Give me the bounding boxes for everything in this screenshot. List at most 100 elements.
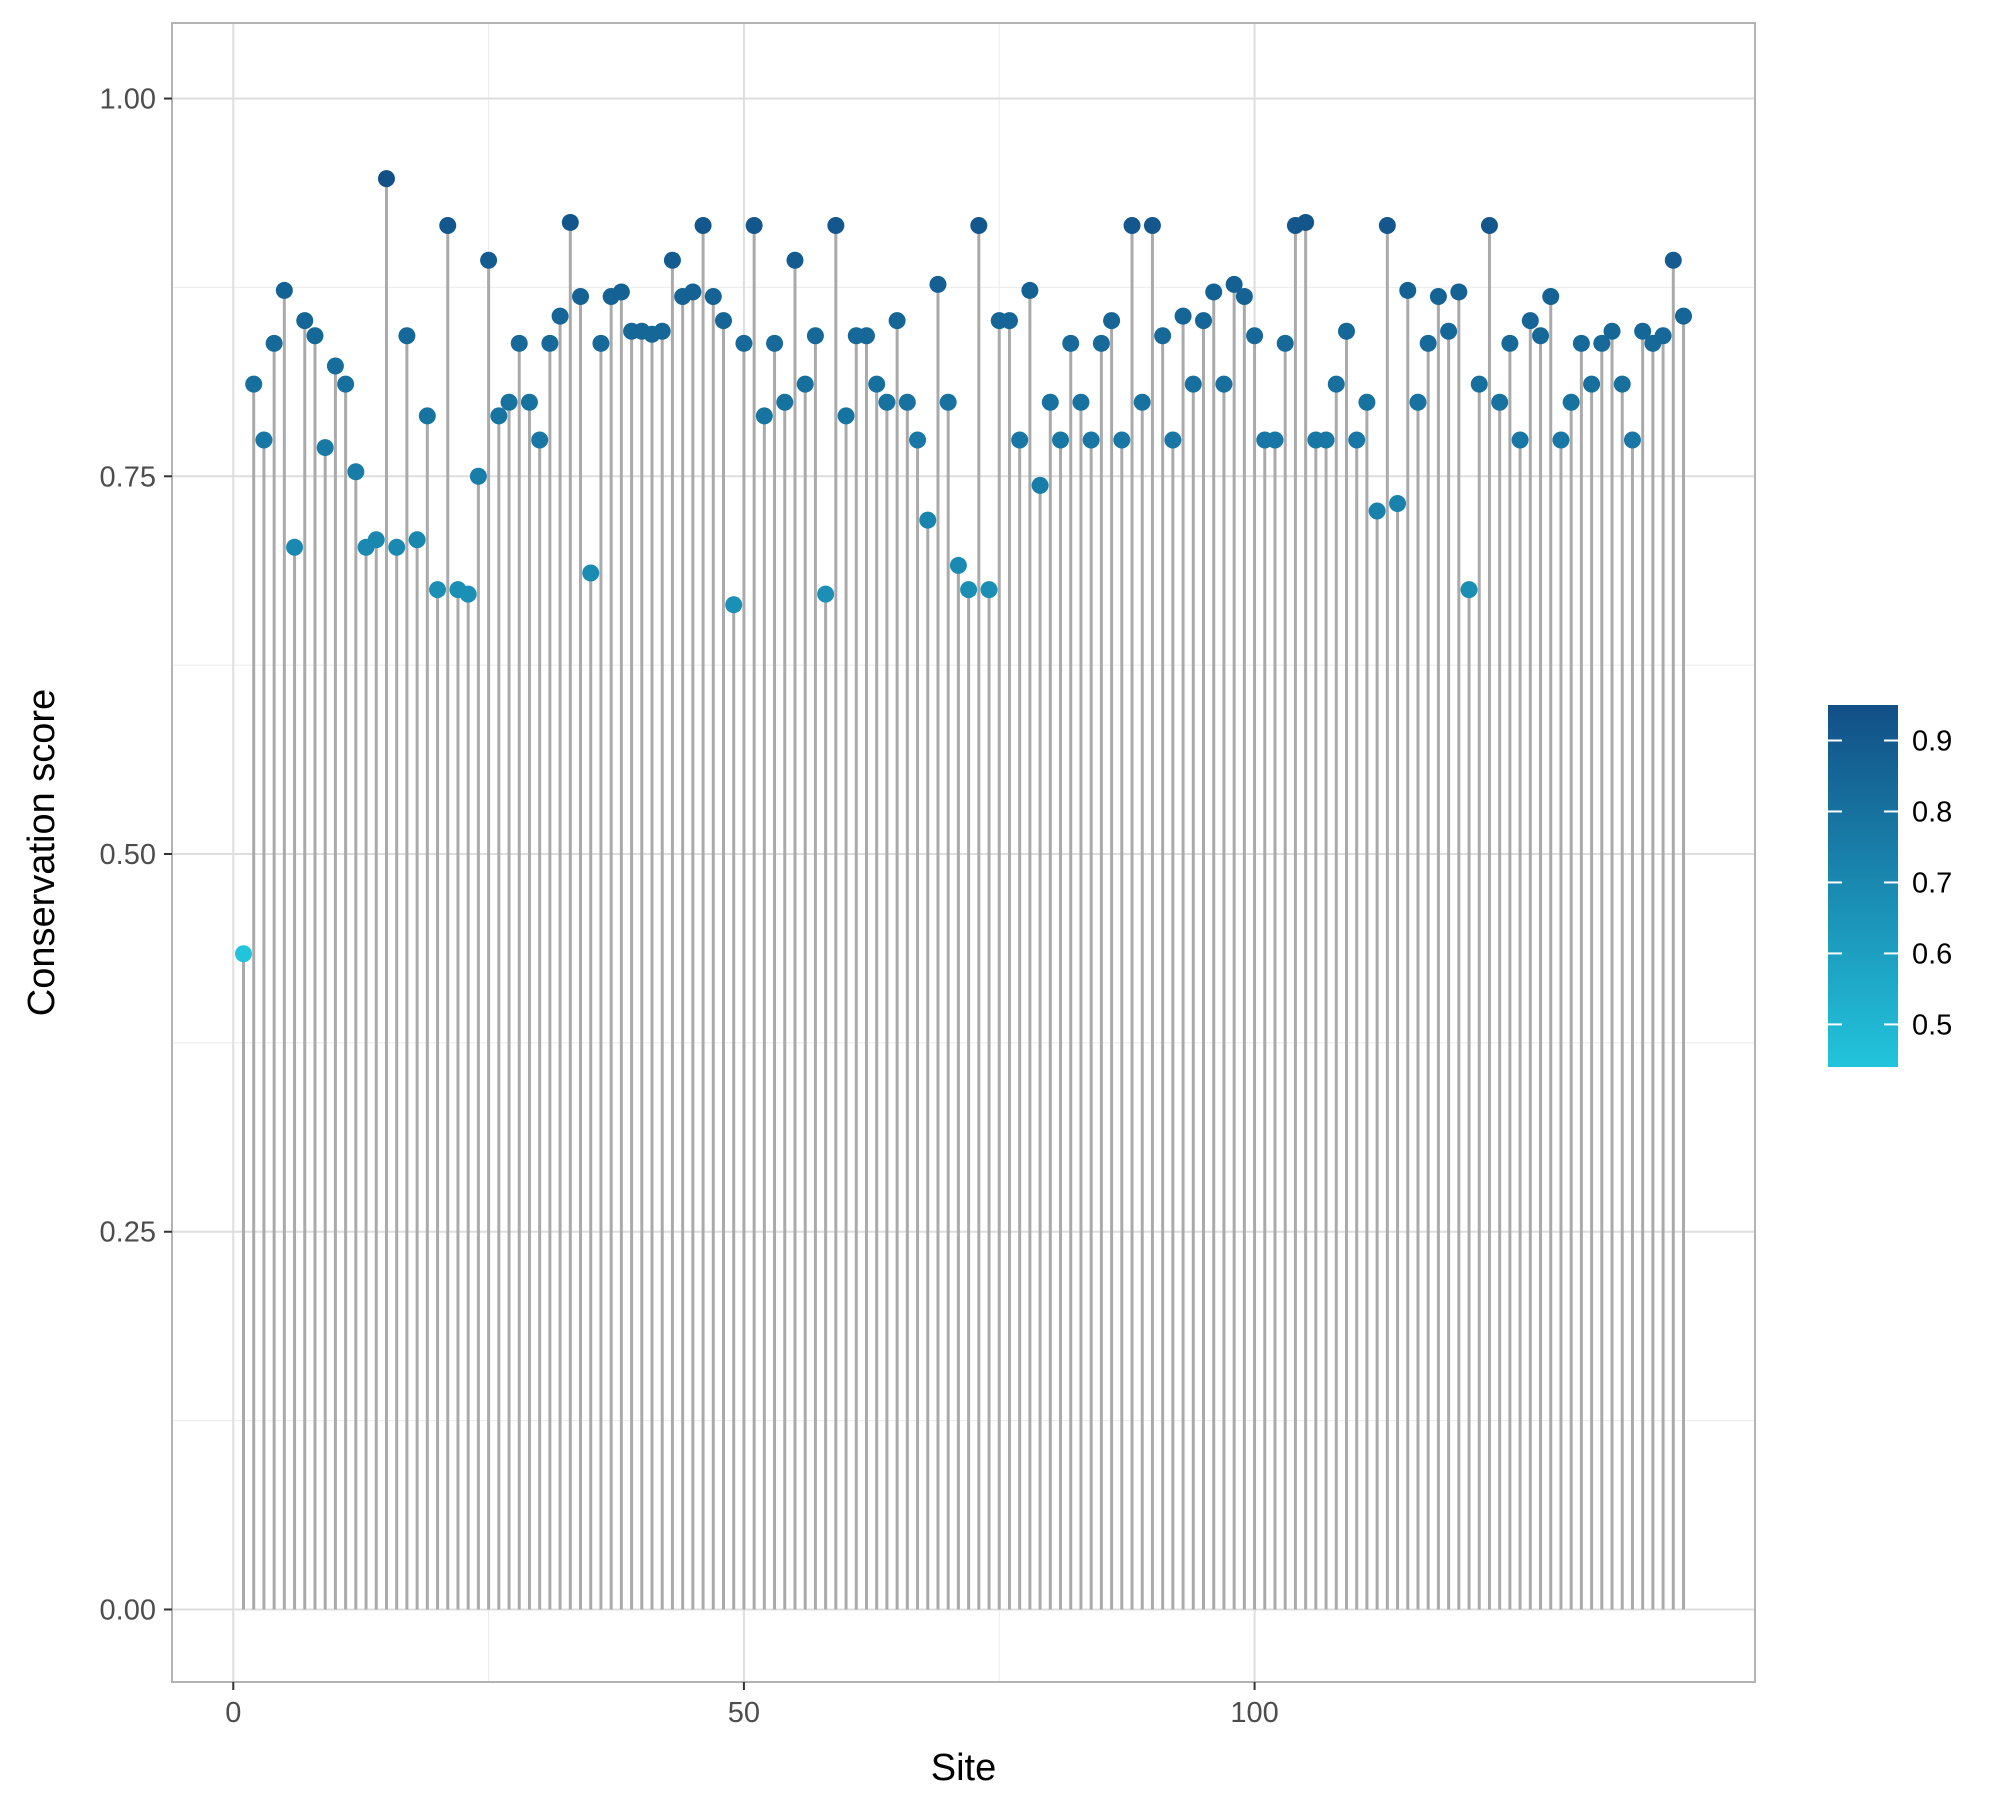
lollipop-point [806,327,824,345]
lollipop-point [541,334,559,352]
lollipop-point [827,216,845,234]
lollipop-point [1215,375,1233,393]
lollipop-point [1440,322,1458,340]
lollipop-point [255,431,273,449]
lollipop-point [1266,431,1284,449]
lollipop-point [1184,375,1202,393]
lollipop-point [653,322,671,340]
y-tick-label: 0.75 [100,461,156,493]
lollipop-point [817,585,835,603]
lollipop-point [296,312,314,330]
lollipop-point [1062,334,1080,352]
lollipop-point [245,375,263,393]
lollipop-point [418,407,436,425]
lollipop-point [1542,287,1560,305]
lollipop-point [1103,312,1121,330]
lollipop-point [286,538,304,556]
lollipop-point [1501,334,1519,352]
lollipop-point [1450,283,1468,301]
lollipop-point [1664,251,1682,269]
lollipop-point [949,556,967,574]
lollipop-point [1470,375,1488,393]
lollipop-point [1276,334,1294,352]
lollipop-point [1429,287,1447,305]
y-tick-label: 0.00 [100,1594,156,1626]
lollipop-point [1603,322,1621,340]
lollipop-point [1205,283,1223,301]
panel-border [171,22,1756,1683]
lollipop-point [561,213,579,231]
lollipop-point [1562,393,1580,411]
colorbar-tick-label: 0.8 [1912,796,1952,828]
lollipop-point [429,581,447,599]
lollipop-point [1480,216,1498,234]
lollipop-point [1225,275,1243,293]
lollipop-point [1143,216,1161,234]
lollipop-point [1460,581,1478,599]
lollipop-point [1511,431,1529,449]
lollipop-point [398,327,416,345]
lollipop-point [306,327,324,345]
lollipop-point [1654,327,1672,345]
lollipop-point [766,334,784,352]
lollipop-point [1041,393,1059,411]
y-tick-label: 0.50 [100,839,156,871]
lollipop-point [551,307,569,325]
y-axis-title: Conservation score [21,689,63,1016]
colorbar-tick-label: 0.9 [1912,725,1952,757]
lollipop-point [367,531,385,549]
lollipop-point [919,511,937,529]
lollipop-point [234,945,252,963]
lollipop-point [898,393,916,411]
lollipop-point [439,216,457,234]
lollipop-point [1317,431,1335,449]
lollipop-point [500,393,518,411]
lollipop-point [714,312,732,330]
lollipop-point [1337,322,1355,340]
lollipop-point [408,531,426,549]
lollipop-point [1133,393,1151,411]
lollipop-point [857,327,875,345]
lollipop-points [234,170,1693,963]
lollipop-point [1327,375,1345,393]
lollipop-point [786,251,804,269]
y-axis-ticks: 0.00 0.25 0.50 0.75 1.00 [100,84,172,1626]
lollipop-point [1389,494,1407,512]
lollipop-point [490,407,508,425]
color-legend: 0.5 0.6 0.7 0.8 0.9 [1828,705,1952,1067]
lollipop-point [1409,393,1427,411]
lollipop-point [1082,431,1100,449]
lollipop-point [970,216,988,234]
lollipop-point [663,251,681,269]
lollipop-point [837,407,855,425]
lollipop-point [388,538,406,556]
lollipop-point [592,334,610,352]
lollipop-point [459,585,477,603]
lollipop-point [1378,216,1396,234]
lollipop-point [735,334,753,352]
lollipop-point [1235,287,1253,305]
lollipop-point [531,431,549,449]
lollipop-point [1031,476,1049,494]
lollipop-point [510,334,528,352]
lollipop-point [1521,312,1539,330]
x-tick-label: 0 [225,1697,241,1729]
lollipop-point [694,216,712,234]
lollipop-point [1583,375,1601,393]
lollipop-point [1419,334,1437,352]
lollipop-point [1358,393,1376,411]
lollipop-point [1011,431,1029,449]
lollipop-point [725,596,743,614]
lollipop-point [1195,312,1213,330]
x-axis-ticks: 0 50 100 [225,1682,1279,1729]
lollipop-point [572,287,590,305]
lollipop-point [1164,431,1182,449]
lollipop-point [1348,431,1366,449]
lollipop-point [1675,307,1693,325]
lollipop-stems [241,178,1686,1610]
lollipop-point [980,581,998,599]
lollipop-point [1174,307,1192,325]
x-tick-label: 100 [1230,1697,1278,1729]
y-tick-label: 0.25 [100,1217,156,1249]
